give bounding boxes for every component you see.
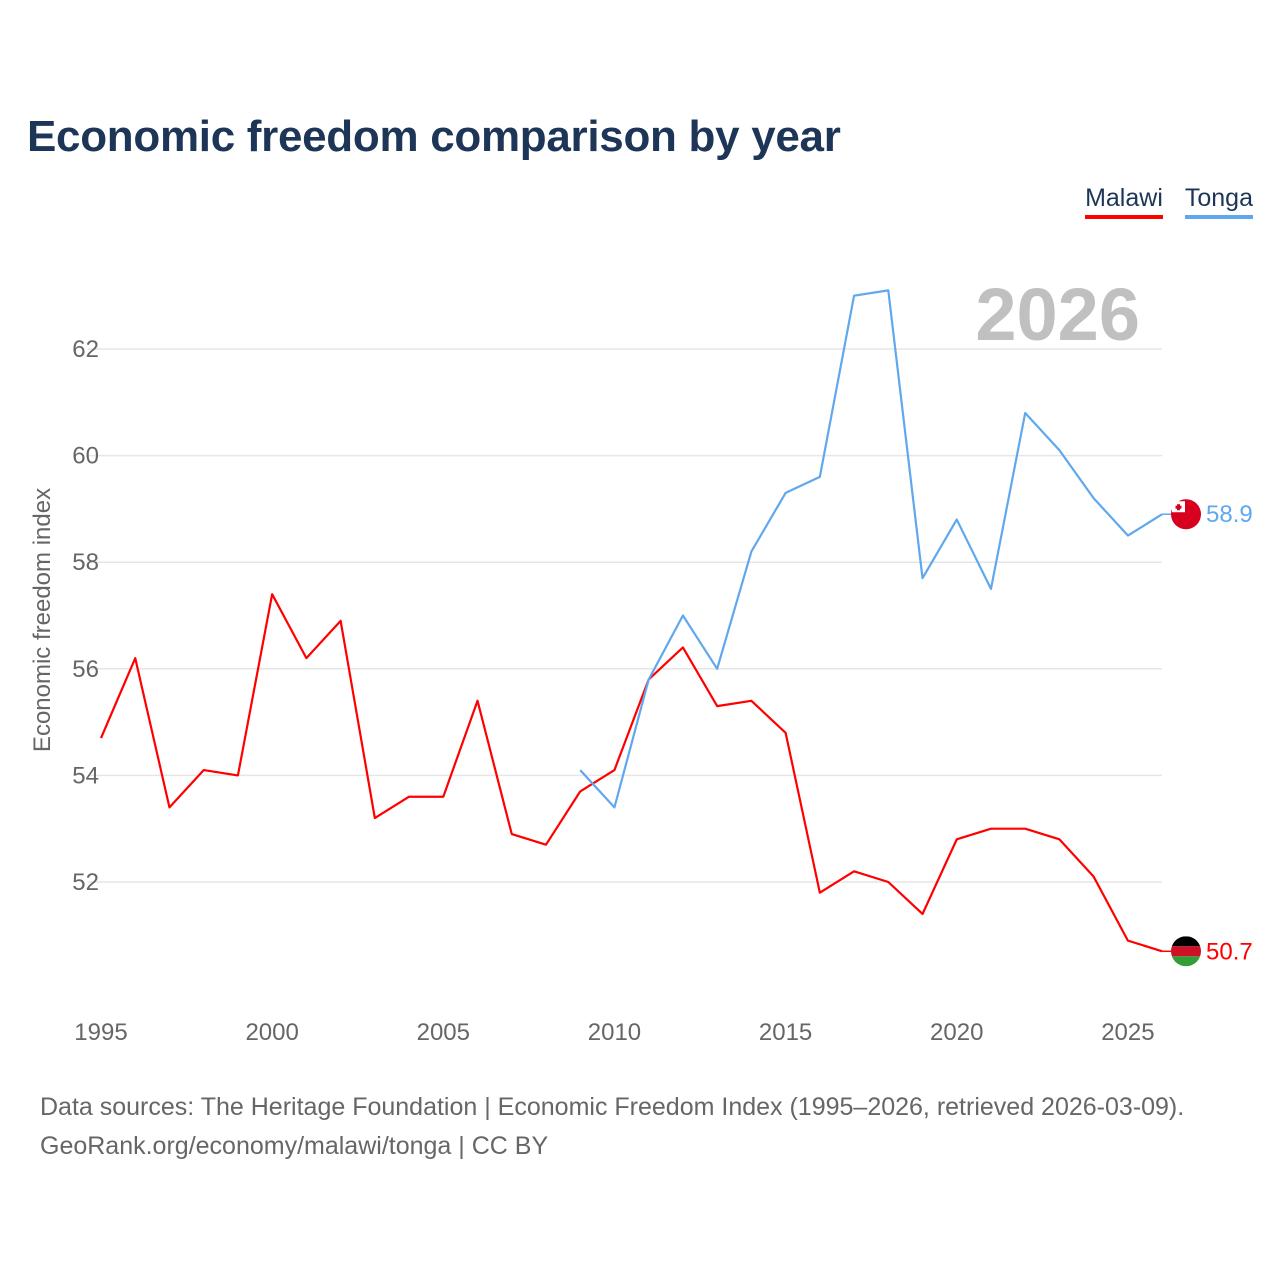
series-line-tonga — [579, 289, 1163, 809]
data-point — [921, 576, 925, 580]
y-axis-label: Economic freedom index — [29, 488, 56, 752]
data-point — [681, 645, 685, 649]
data-point — [1092, 875, 1096, 879]
year-watermark: 2026 — [975, 273, 1140, 356]
data-point — [818, 891, 822, 895]
x-tick-label: 2025 — [1101, 1019, 1154, 1046]
data-point — [955, 837, 959, 841]
end-value-label: 58.9 — [1206, 501, 1253, 528]
data-point — [236, 773, 240, 777]
x-tick-label: 2015 — [759, 1019, 812, 1046]
data-point — [1023, 411, 1027, 415]
footer-link[interactable]: GeoRank.org/economy/malawi/tonga | CC BY — [40, 1132, 549, 1160]
data-point — [510, 832, 514, 836]
data-point — [852, 869, 856, 873]
y-tick-label: 60 — [72, 443, 99, 470]
data-point — [886, 288, 890, 292]
data-point — [373, 816, 377, 820]
data-point — [749, 699, 753, 703]
data-point — [202, 768, 206, 772]
data-point — [852, 294, 856, 298]
data-point — [818, 475, 822, 479]
y-tick-label: 58 — [72, 549, 99, 576]
data-point — [1092, 496, 1096, 500]
legend: Malawi Tonga — [1085, 184, 1253, 219]
data-point — [167, 805, 171, 809]
footer-sources: Data sources: The Heritage Foundation | … — [40, 1093, 1185, 1121]
data-point — [476, 699, 480, 703]
data-point — [304, 656, 308, 660]
data-point — [784, 731, 788, 735]
data-point — [1126, 939, 1130, 943]
x-tick-label: 2000 — [245, 1019, 298, 1046]
series-line-malawi — [99, 593, 1163, 953]
legend-malawi[interactable]: Malawi — [1085, 184, 1163, 219]
data-point — [612, 768, 616, 772]
data-point — [339, 619, 343, 623]
data-point — [989, 587, 993, 591]
x-tick-label: 2010 — [588, 1019, 641, 1046]
data-point — [749, 550, 753, 554]
data-point — [1126, 534, 1130, 538]
y-tick-label: 56 — [72, 656, 99, 683]
data-point — [407, 795, 411, 799]
data-point — [681, 614, 685, 618]
data-point — [133, 656, 137, 660]
x-tick-label: 2005 — [417, 1019, 470, 1046]
data-point — [921, 912, 925, 916]
data-point — [1023, 827, 1027, 831]
data-point — [989, 827, 993, 831]
chart-title: Economic freedom comparison by year — [27, 112, 841, 161]
x-tick-label: 1995 — [74, 1019, 127, 1046]
data-point — [715, 704, 719, 708]
x-tick-label: 2020 — [930, 1019, 983, 1046]
tonga-flag-icon — [1171, 499, 1201, 530]
data-point — [1057, 448, 1061, 452]
data-point — [441, 795, 445, 799]
data-point — [955, 518, 959, 522]
data-point — [270, 592, 274, 596]
data-point — [612, 805, 616, 809]
y-tick-label: 54 — [72, 762, 99, 789]
y-tick-label: 62 — [72, 336, 99, 363]
data-point — [886, 880, 890, 884]
data-point — [544, 843, 548, 847]
data-point — [578, 768, 582, 772]
data-point — [1057, 837, 1061, 841]
y-tick-label: 52 — [72, 869, 99, 896]
malawi-flag-icon — [1171, 936, 1201, 967]
data-point — [578, 789, 582, 793]
footer: Data sources: The Heritage Foundation | … — [40, 1088, 1184, 1166]
legend-tonga[interactable]: Tonga — [1184, 184, 1253, 219]
data-point — [99, 736, 103, 740]
data-point — [784, 491, 788, 495]
data-point — [647, 677, 651, 681]
data-point — [715, 667, 719, 671]
end-value-label: 50.7 — [1206, 938, 1253, 965]
